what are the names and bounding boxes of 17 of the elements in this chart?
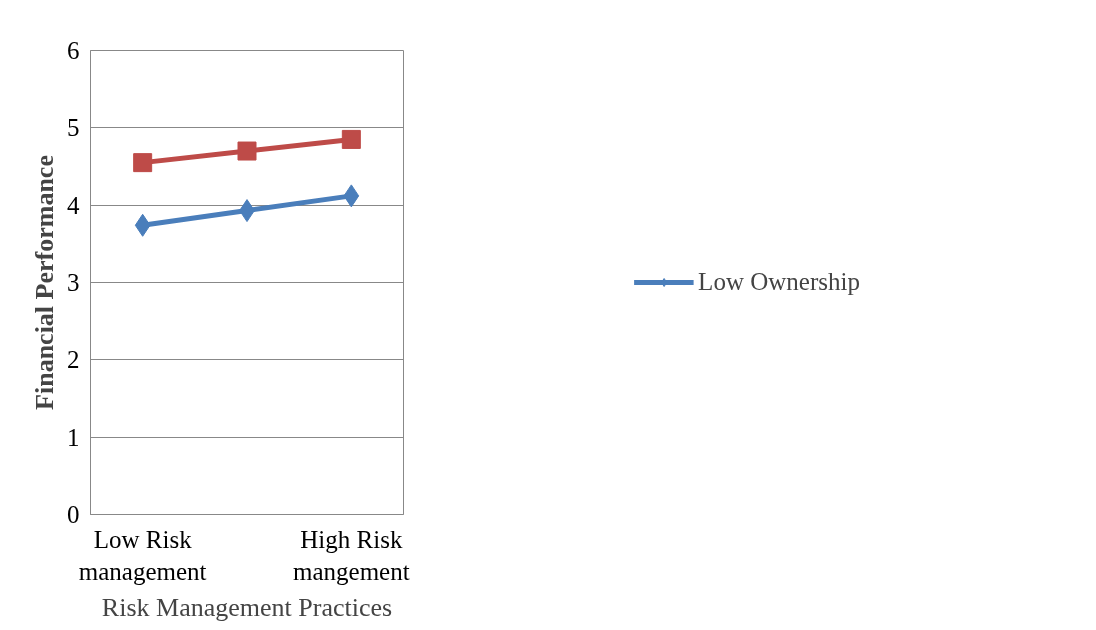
x-tick-label: High Risk mangement — [293, 525, 410, 585]
y-tick-label: 4 — [67, 191, 80, 219]
y-axis-title: Financial Performance — [30, 155, 59, 410]
point — [134, 213, 151, 237]
y-tick-label: 5 — [67, 114, 80, 142]
y-tick-label: 3 — [67, 269, 80, 296]
point — [343, 184, 360, 208]
point — [237, 141, 257, 161]
y-tick-label: 2 — [67, 346, 80, 374]
y-tick-label: 6 — [67, 37, 80, 64]
point — [133, 153, 153, 173]
y-tick-label: 0 — [67, 501, 80, 528]
legend-label: Low Ownership — [698, 268, 860, 296]
point — [341, 129, 361, 149]
x-axis-title: Risk Management Practices — [101, 592, 393, 622]
x-tick-label: Low Risk management — [78, 525, 207, 585]
y-tick-label: 1 — [67, 423, 80, 451]
